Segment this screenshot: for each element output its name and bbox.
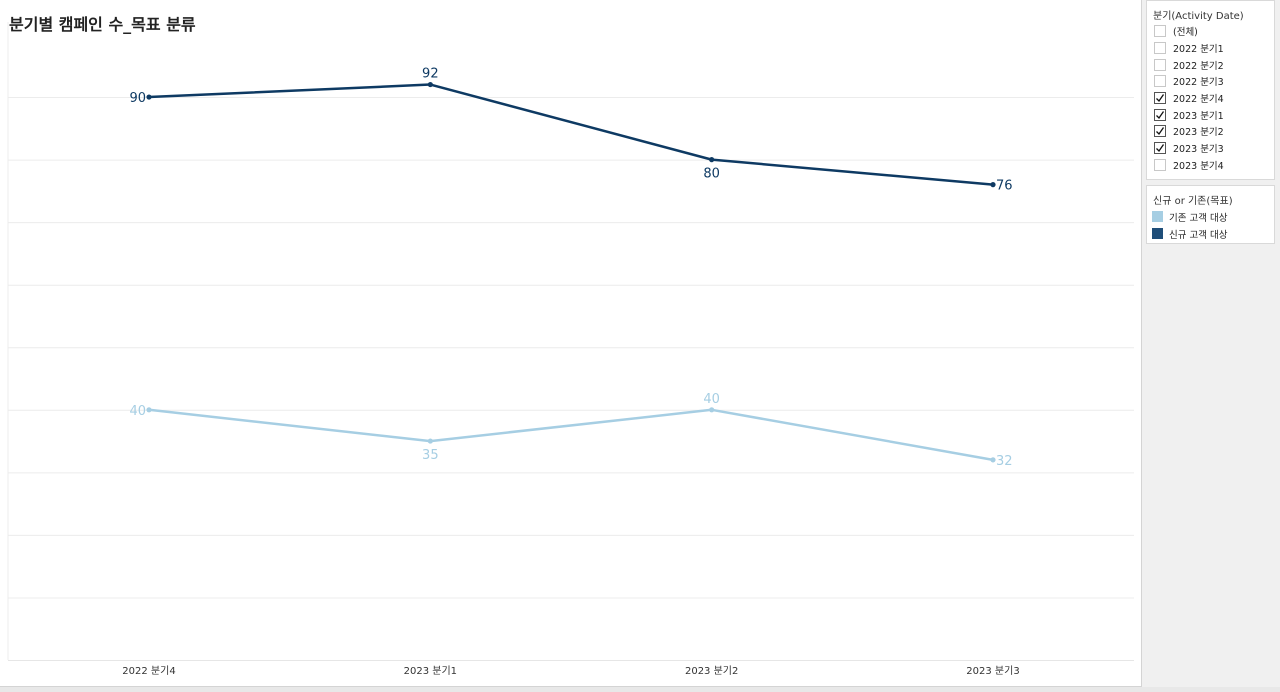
data-point[interactable] (146, 94, 152, 100)
filter-item[interactable]: 2023 분기3 (1147, 140, 1274, 157)
filter-item-label: 2023 분기2 (1173, 127, 1224, 139)
filter-item-label: 2022 분기4 (1173, 94, 1224, 106)
filter-item[interactable]: 2022 분기1 (1147, 40, 1274, 57)
data-label: 32 (996, 454, 1013, 469)
side-panel: 분기(Activity Date) (전체) 2022 분기1 2022 분기2 20… (1146, 0, 1276, 692)
x-tick-label: 2023 분기1 (404, 665, 457, 677)
data-point[interactable] (427, 438, 433, 444)
checkbox[interactable] (1154, 58, 1166, 71)
data-label: 76 (996, 179, 1013, 194)
checkbox-checked[interactable] (1154, 108, 1166, 121)
filter-item[interactable]: 2023 분기2 (1147, 123, 1274, 140)
checkbox[interactable] (1154, 75, 1166, 88)
line-chart: 2022 분기4 2023 분기1 2023 분기2 2023 분기3 90 92 80 76… (7, 22, 1134, 677)
checkbox[interactable] (1154, 25, 1166, 38)
legend-title: 신규 or 기존(목표) (1153, 196, 1233, 207)
checkbox[interactable] (1154, 158, 1166, 171)
x-tick-label: 2023 분기3 (966, 665, 1019, 677)
data-label: 40 (703, 392, 720, 407)
legend-swatch (1152, 211, 1163, 222)
series-line[interactable] (148, 408, 994, 462)
filter-item[interactable]: 2023 분기1 (1147, 106, 1274, 123)
checkbox-checked[interactable] (1154, 142, 1166, 155)
legend-item[interactable]: 기존 고객 대상 (1147, 208, 1274, 225)
chart-title: 분기별 캠페인 수_목표 분류 (9, 15, 196, 34)
data-point[interactable] (709, 407, 715, 413)
filter-item[interactable]: 2023 분기4 (1147, 157, 1274, 174)
bottom-border (0, 687, 1280, 692)
data-label: 35 (422, 448, 439, 463)
data-point[interactable] (146, 407, 152, 413)
filter-list: (전체) 2022 분기1 2022 분기2 2022 분기3 2022 분기4 2023… (1147, 23, 1274, 173)
filter-title: 분기(Activity Date) (1153, 11, 1244, 22)
filter-item-label: (전체) (1173, 27, 1198, 39)
legend-item-label: 신규 고객 대상 (1169, 229, 1228, 241)
filter-item[interactable]: 2022 분기2 (1147, 56, 1274, 73)
filter-item-label: 2022 분기1 (1173, 44, 1224, 56)
checkbox-checked[interactable] (1154, 92, 1166, 105)
legend-item[interactable]: 신규 고객 대상 (1147, 225, 1274, 242)
series-line[interactable] (148, 83, 994, 186)
data-point[interactable] (990, 457, 996, 463)
filter-item-label: 2023 분기1 (1173, 110, 1224, 122)
legend-swatch (1152, 228, 1163, 239)
check-icon (1156, 94, 1165, 103)
check-icon (1156, 110, 1165, 119)
data-point[interactable] (709, 157, 715, 163)
quarter-filter-card: 분기(Activity Date) (전체) 2022 분기1 2022 분기2 20… (1146, 0, 1275, 180)
filter-item[interactable]: (전체) (1147, 23, 1274, 40)
data-label: 40 (129, 404, 146, 419)
check-icon (1156, 127, 1165, 136)
legend-item-label: 기존 고객 대상 (1169, 212, 1228, 224)
filter-item-label: 2023 분기3 (1173, 144, 1224, 156)
data-label: 90 (129, 91, 146, 106)
data-point[interactable] (990, 182, 996, 188)
x-tick-label: 2023 분기2 (685, 665, 738, 677)
checkbox-checked[interactable] (1154, 125, 1166, 138)
data-label: 80 (703, 167, 720, 182)
check-icon (1156, 144, 1165, 153)
checkbox[interactable] (1154, 42, 1166, 55)
chart-panel: 분기별 캠페인 수_목표 분류 2022 분기4 2023 분기1 2023 분기2… (0, 0, 1142, 687)
x-tick-label: 2022 분기4 (122, 665, 175, 677)
filter-item-label: 2022 분기2 (1173, 60, 1224, 72)
data-point[interactable] (427, 81, 433, 88)
data-label: 92 (422, 67, 439, 82)
filter-item-label: 2023 분기4 (1173, 160, 1224, 172)
filter-item[interactable]: 2022 분기3 (1147, 73, 1274, 90)
filter-item[interactable]: 2022 분기4 (1147, 90, 1274, 107)
filter-item-label: 2022 분기3 (1173, 77, 1224, 89)
